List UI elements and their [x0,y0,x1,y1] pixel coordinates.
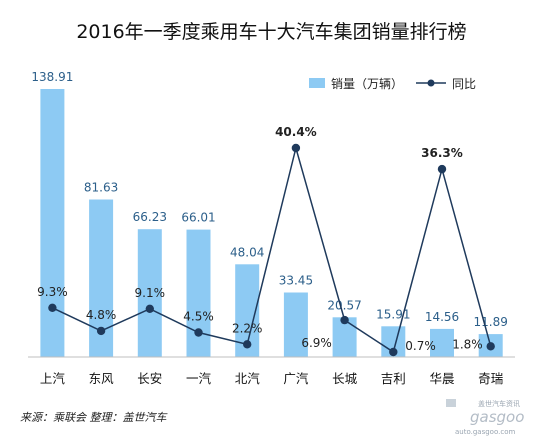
bar-value-label: 138.91 [31,70,73,84]
legend-line-label: 同比 [452,77,476,91]
category-label: 东风 [89,371,115,386]
source-note: 来源：乘联会 整理：盖世汽车 [20,411,168,424]
watermark-small-text: 盖世汽车资讯 [478,399,520,408]
yoy-marker-奇瑞 [486,342,495,351]
legend: 销量（万辆） 同比 [309,77,476,91]
line-series [48,143,495,357]
watermark-url: auto.gasgoo.com [455,428,515,436]
yoy-value-label: 2.2% [232,321,263,335]
bar-value-label: 66.01 [181,211,215,225]
bar-value-label: 11.89 [474,315,508,329]
bar-长安 [137,229,162,357]
bar-value-label: 33.45 [279,274,313,288]
yoy-value-label: 4.8% [86,308,117,322]
watermark-brand: gasgoo [470,408,524,426]
bar-value-label: 81.63 [84,181,118,195]
bar-广汽 [283,292,308,357]
yoy-marker-广汽 [291,143,301,153]
category-label: 一汽 [186,371,212,386]
yoy-line [52,145,492,354]
legend-line-marker [427,79,435,87]
watermark-icon [446,399,456,407]
bar-value-label: 48.04 [230,245,264,259]
category-label: 广汽 [283,371,309,386]
legend-bar-swatch [309,78,325,88]
yoy-value-label: 6.9% [301,336,332,350]
bar-value-label: 20.57 [327,298,361,312]
yoy-marker-长安 [145,304,154,313]
yoy-marker-上汽 [48,303,57,312]
bar-华晨 [430,328,454,357]
yoy-marker-吉利 [389,347,398,357]
category-label: 吉利 [381,371,406,386]
category-labels: 上汽 东风 长安 一汽 北汽 广汽 长城 吉利 华晨 奇瑞 [40,371,503,386]
line-value-labels: 9.3% 4.8% 9.1% 4.5% 2.2% 40.4% 6.9% 0.7% 36.3% 1.… [37,125,483,353]
bar-value-label: 14.56 [425,310,459,324]
yoy-marker-长城 [340,315,349,325]
bar-上汽 [40,89,65,357]
category-label: 上汽 [40,371,66,386]
category-label: 长安 [137,371,162,386]
watermark-logo: 盖世汽车资讯 gasgoo auto.gasgoo.com [446,399,524,436]
yoy-value-label: 9.1% [135,286,166,300]
chart-title: 2016年一季度乘用车十大汽车集团销量排行榜 [76,21,466,43]
category-label: 华晨 [429,371,455,386]
category-label: 长城 [332,371,358,386]
yoy-marker-一汽 [194,328,203,337]
yoy-marker-北汽 [243,340,252,349]
bar-一汽 [186,229,211,357]
yoy-value-label: 1.8% [452,337,483,351]
yoy-value-label: 36.3% [421,146,463,160]
category-label: 奇瑞 [478,371,503,386]
yoy-marker-华晨 [437,164,447,174]
yoy-value-label: 40.4% [275,125,317,139]
bar-value-label: 66.23 [133,210,167,224]
legend-bar-label: 销量（万辆） [331,77,403,91]
yoy-value-label: 0.7% [405,339,436,353]
yoy-value-label: 9.3% [37,285,68,299]
yoy-marker-东风 [96,326,106,336]
yoy-value-label: 4.5% [183,310,214,324]
category-label: 北汽 [235,371,261,386]
